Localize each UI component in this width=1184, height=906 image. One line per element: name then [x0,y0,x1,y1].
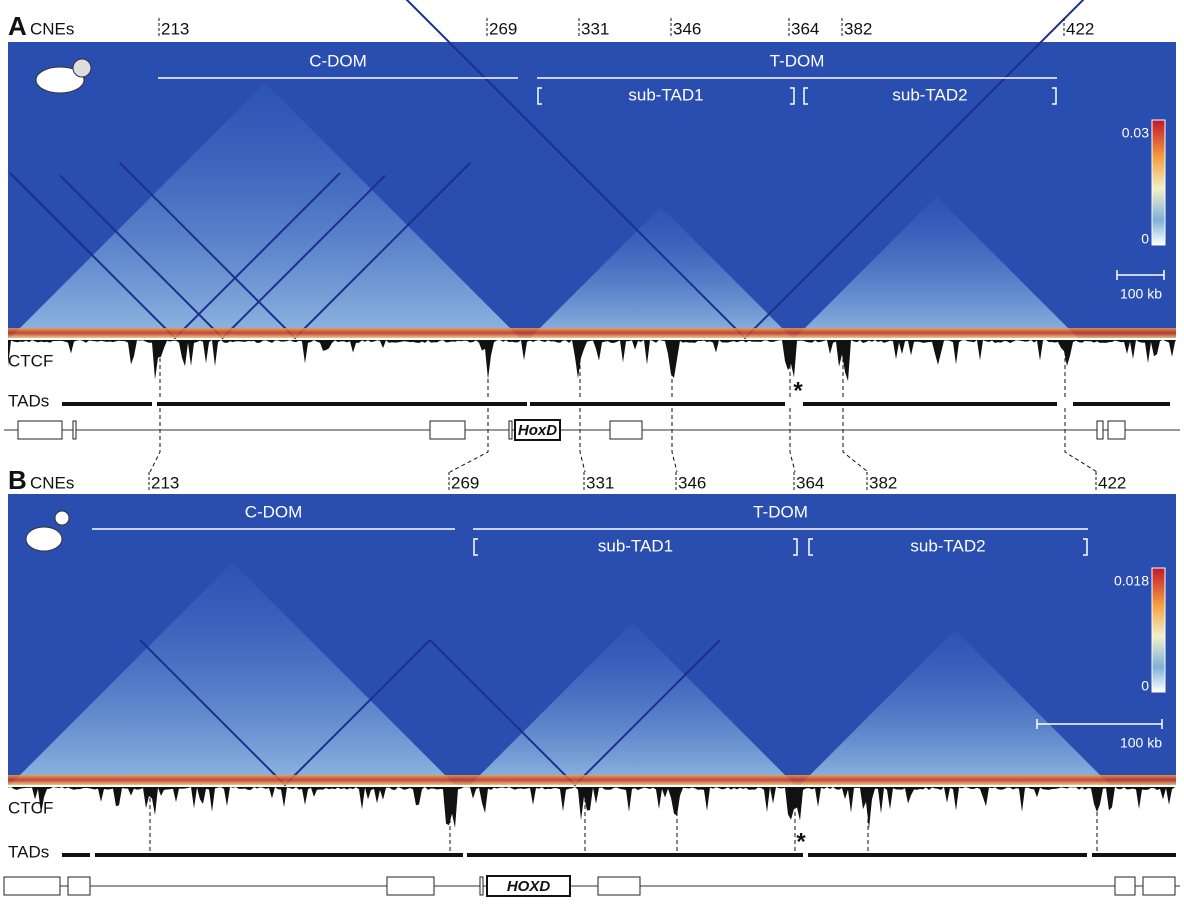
cne-label: 213 [151,473,179,492]
gene-box [609,420,643,440]
gene-box [67,876,91,896]
cne-label: 382 [869,473,897,492]
gene-box [508,420,513,440]
cne-label: 213 [161,19,189,38]
asterisk: * [793,377,803,404]
cne-label: 382 [844,19,872,38]
cne-label: 331 [586,473,614,492]
cne-label: 269 [451,473,479,492]
cne-connector [149,408,161,473]
gene-box [3,876,61,896]
tads-label: TADs [8,391,49,410]
t-dom-label: T-DOM [753,502,808,521]
colorbar-max: 0.018 [1114,573,1149,589]
scale-bar-label: 100 kb [1120,286,1162,302]
domain-signal [10,562,455,785]
bracket [473,538,798,556]
domain-signal [795,196,1078,338]
gene-box [597,876,641,896]
locus-label: HOXD [507,878,551,895]
mouse-icon [72,58,92,78]
ctcf-signal [8,340,1176,382]
c-dom-label: C-DOM [245,502,303,521]
bracket [537,87,795,105]
cne-label: 364 [796,473,824,492]
colorbar [1151,567,1166,693]
domain-signal [10,83,520,338]
gene-box [17,420,63,440]
cne-connector [671,408,678,473]
cne-connector [842,408,869,473]
bracket [803,87,1057,105]
cne-label: 422 [1066,19,1094,38]
scale-bar [1116,270,1165,280]
chicken-icon [25,526,63,552]
cne-label: 422 [1098,473,1126,492]
cne-connector [789,408,796,473]
sub-tad-label: sub-TAD1 [628,85,703,104]
gene-box [1107,420,1126,440]
cne-label: 269 [489,19,517,38]
diagonal [8,775,1176,785]
chicken-icon [54,510,70,526]
scale-bar [1036,719,1163,729]
cne-label: 346 [673,19,701,38]
colorbar-min: 0 [1141,231,1149,247]
colorbar [1151,119,1166,246]
gene-box [386,876,435,896]
cne-label: 346 [678,473,706,492]
gene-box [1114,876,1136,896]
ctcf-signal [8,787,1176,829]
gene-box [1096,420,1104,440]
tads-label: TADs [8,842,49,861]
asterisk: * [796,828,806,855]
cnes-label: CNEs [30,473,74,492]
cnes-label: CNEs [30,19,74,38]
ctcf-label: CTCF [8,798,53,817]
ctcf-label: CTCF [8,351,53,370]
panel-label: B [8,465,27,495]
locus-label: HoxD [518,422,557,439]
cne-connector [449,408,489,473]
gene-box [72,420,77,440]
domain-signal [470,622,795,785]
domain-signal [800,630,1110,785]
gene-box [429,420,466,440]
locus-box [514,419,561,441]
domain-signal [530,207,792,338]
colorbar-min: 0 [1141,678,1149,694]
t-dom-label: T-DOM [770,51,825,70]
cne-connector [1064,408,1098,473]
cne-label: 331 [581,19,609,38]
gene-box [479,876,484,896]
gene-box [1142,876,1176,896]
sub-tad-label: sub-TAD1 [598,536,673,555]
panel: B CNEs C-DOM T-DOM sub-TAD1 sub-TAD2 0.018 0 100… [3,465,1180,897]
cne-connector [579,408,586,473]
bracket [808,538,1088,556]
diagonal [8,328,1176,338]
c-dom-label: C-DOM [309,51,367,70]
mouse-icon [35,66,85,94]
panel: A CNEs C-DOM T-DOM sub-TAD1 sub-TAD2 0.03 0 100 … [4,0,1180,473]
panel-label: A [8,11,27,41]
locus-box [486,875,571,897]
scale-bar-label: 100 kb [1120,735,1162,751]
colorbar-max: 0.03 [1122,125,1149,141]
cne-label: 364 [791,19,819,38]
sub-tad-label: sub-TAD2 [892,85,967,104]
sub-tad-label: sub-TAD2 [910,536,985,555]
